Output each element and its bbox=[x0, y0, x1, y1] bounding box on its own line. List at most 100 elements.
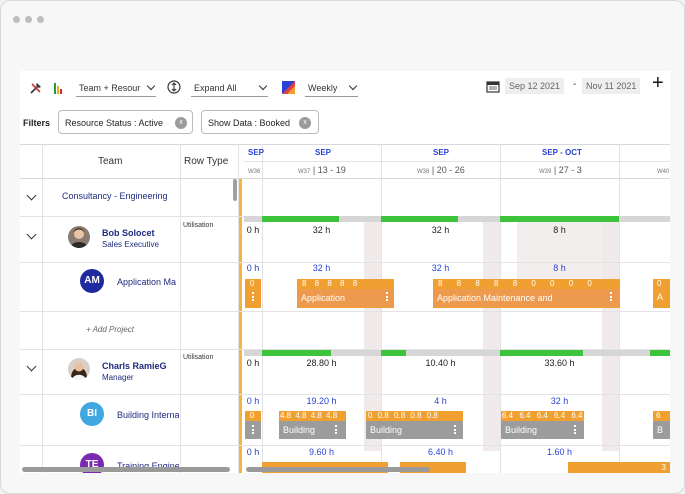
hours-cell: 32 h bbox=[431, 225, 450, 235]
project-name[interactable]: Application Ma bbox=[117, 277, 177, 287]
booking-bar[interactable]: 3 bbox=[568, 462, 670, 473]
close-icon[interactable]: x bbox=[299, 117, 311, 129]
window-controls bbox=[13, 16, 44, 23]
more-options-icon[interactable] bbox=[252, 425, 254, 436]
hours-cell: 32 h bbox=[312, 263, 331, 273]
more-options-icon[interactable] bbox=[335, 425, 337, 436]
booking-bar[interactable]: 6.4 6.4 6.4 6.4 6.4 bbox=[501, 411, 584, 421]
utilisation-bar bbox=[381, 350, 406, 356]
week-range: 13 - 19 bbox=[317, 165, 346, 175]
add-button[interactable]: + bbox=[652, 72, 664, 94]
tools-icon[interactable] bbox=[29, 81, 43, 95]
booking-bar[interactable]: 0 A bbox=[653, 279, 670, 308]
booking-bar[interactable]: 0 0.8 0.8 0.8 0.8 bbox=[366, 411, 463, 421]
weekend-shade bbox=[602, 221, 619, 451]
team-column-header[interactable]: Team bbox=[98, 156, 123, 167]
resource-name[interactable]: Charls RamieG bbox=[102, 361, 167, 371]
booking-bar-label[interactable]: Building bbox=[501, 421, 584, 439]
booking-bar[interactable]: 6 bbox=[653, 411, 670, 421]
avatar bbox=[68, 358, 90, 380]
view-value: Weekly bbox=[308, 83, 338, 93]
project-name[interactable]: Training Engine bbox=[117, 461, 179, 471]
more-options-icon[interactable] bbox=[574, 425, 576, 436]
booking-bar-label[interactable]: Application Maintenance and bbox=[433, 289, 620, 307]
weekend-shade bbox=[364, 221, 381, 451]
project-name[interactable]: Building Interna bbox=[117, 410, 179, 420]
row-divider bbox=[20, 262, 670, 263]
week-label: W39 | 27 - 3 bbox=[539, 165, 582, 175]
col-divider bbox=[42, 144, 43, 473]
bar-chart-icon[interactable] bbox=[53, 81, 65, 95]
row-type-column-header[interactable]: Row Type bbox=[184, 156, 229, 167]
booking-bar-label[interactable]: Building bbox=[366, 421, 463, 439]
week-divider bbox=[381, 144, 382, 473]
date-separator: - bbox=[573, 79, 577, 90]
expand-icon[interactable] bbox=[167, 80, 181, 94]
week-divider bbox=[619, 144, 620, 473]
expand-select[interactable]: Expand All bbox=[191, 80, 268, 97]
calendar-icon[interactable] bbox=[486, 80, 500, 93]
grid-header-bottom bbox=[20, 178, 670, 179]
weekend-shade bbox=[483, 221, 500, 451]
more-options-icon[interactable] bbox=[454, 425, 456, 436]
utilisation-bar bbox=[406, 350, 500, 356]
col-divider bbox=[180, 144, 181, 473]
window-dot[interactable] bbox=[37, 16, 44, 23]
booking-bar[interactable]: 0 bbox=[245, 279, 261, 308]
filter-chip-show-data[interactable]: Show Data : Booked x bbox=[201, 110, 319, 134]
week-range: 20 - 26 bbox=[436, 165, 465, 175]
horizontal-scrollbar-left[interactable] bbox=[22, 467, 230, 472]
booking-day-value: 0 bbox=[657, 279, 662, 288]
booking-bar-label[interactable]: B bbox=[653, 421, 670, 439]
group-by-select[interactable]: Team + Resour bbox=[76, 80, 156, 97]
booking-day-value: 3 bbox=[661, 463, 666, 472]
week-number: W36 bbox=[248, 169, 261, 175]
team-name[interactable]: Consultancy - Engineering bbox=[62, 191, 168, 201]
more-options-icon[interactable] bbox=[252, 292, 254, 303]
date-to-field[interactable]: Nov 11 2021 bbox=[582, 78, 641, 94]
week-range: 27 - 3 bbox=[558, 165, 582, 175]
row-divider bbox=[20, 394, 670, 395]
window-dot[interactable] bbox=[25, 16, 32, 23]
utilisation-bar bbox=[331, 350, 381, 356]
month-label: SEP bbox=[248, 148, 265, 157]
vertical-scrollbar[interactable] bbox=[233, 179, 237, 201]
booking-bar-label[interactable]: Building bbox=[279, 421, 346, 439]
booking-day-values: 8 8 8 8 8 bbox=[302, 279, 361, 288]
more-options-icon[interactable] bbox=[610, 292, 612, 303]
add-project-link[interactable]: + Add Project bbox=[86, 325, 134, 334]
utilisation-bar bbox=[339, 216, 381, 222]
filter-chip-resource-status[interactable]: Resource Status : Active x bbox=[58, 110, 193, 134]
utilisation-bar bbox=[244, 216, 262, 222]
expand-chevron-icon[interactable] bbox=[26, 229, 37, 240]
booking-bar[interactable]: 4.8 4.8 4.8 4.8 bbox=[279, 411, 346, 421]
booking-bar[interactable] bbox=[400, 462, 466, 473]
resource-name[interactable]: Bob Solocet bbox=[102, 228, 155, 238]
utilisation-bar bbox=[244, 350, 262, 356]
expand-chevron-icon[interactable] bbox=[26, 361, 37, 372]
hours-cell: 32 h bbox=[431, 263, 450, 273]
row-divider bbox=[20, 445, 670, 446]
hours-cell: 10.40 h bbox=[425, 358, 456, 368]
date-from-field[interactable]: Sep 12 2021 bbox=[505, 78, 565, 94]
row-type-label: Utilisation bbox=[183, 354, 214, 361]
week-number: W40 bbox=[657, 169, 670, 175]
booking-bar[interactable]: 0 bbox=[245, 411, 261, 421]
horizontal-scrollbar-right[interactable] bbox=[246, 467, 430, 472]
expand-chevron-icon[interactable] bbox=[26, 190, 37, 201]
week-divider bbox=[262, 144, 263, 473]
more-options-icon[interactable] bbox=[386, 292, 388, 303]
week-label: W36 bbox=[248, 165, 260, 175]
planner-panel: Team + Resour Expand All Weekly Sep 12 2… bbox=[20, 71, 670, 473]
view-select[interactable]: Weekly bbox=[305, 80, 358, 97]
booking-day-value: 6 bbox=[656, 411, 661, 420]
hours-cell: 1.60 h bbox=[546, 447, 573, 457]
booking-bar-label[interactable]: Application bbox=[297, 289, 394, 307]
calendar-color-icon[interactable] bbox=[282, 81, 295, 94]
close-icon[interactable]: x bbox=[175, 117, 187, 129]
window-dot[interactable] bbox=[13, 16, 20, 23]
hours-cell: 0 h bbox=[246, 263, 260, 273]
hours-cell: 33.60 h bbox=[544, 358, 575, 368]
booking-bar-label: A bbox=[657, 292, 664, 302]
